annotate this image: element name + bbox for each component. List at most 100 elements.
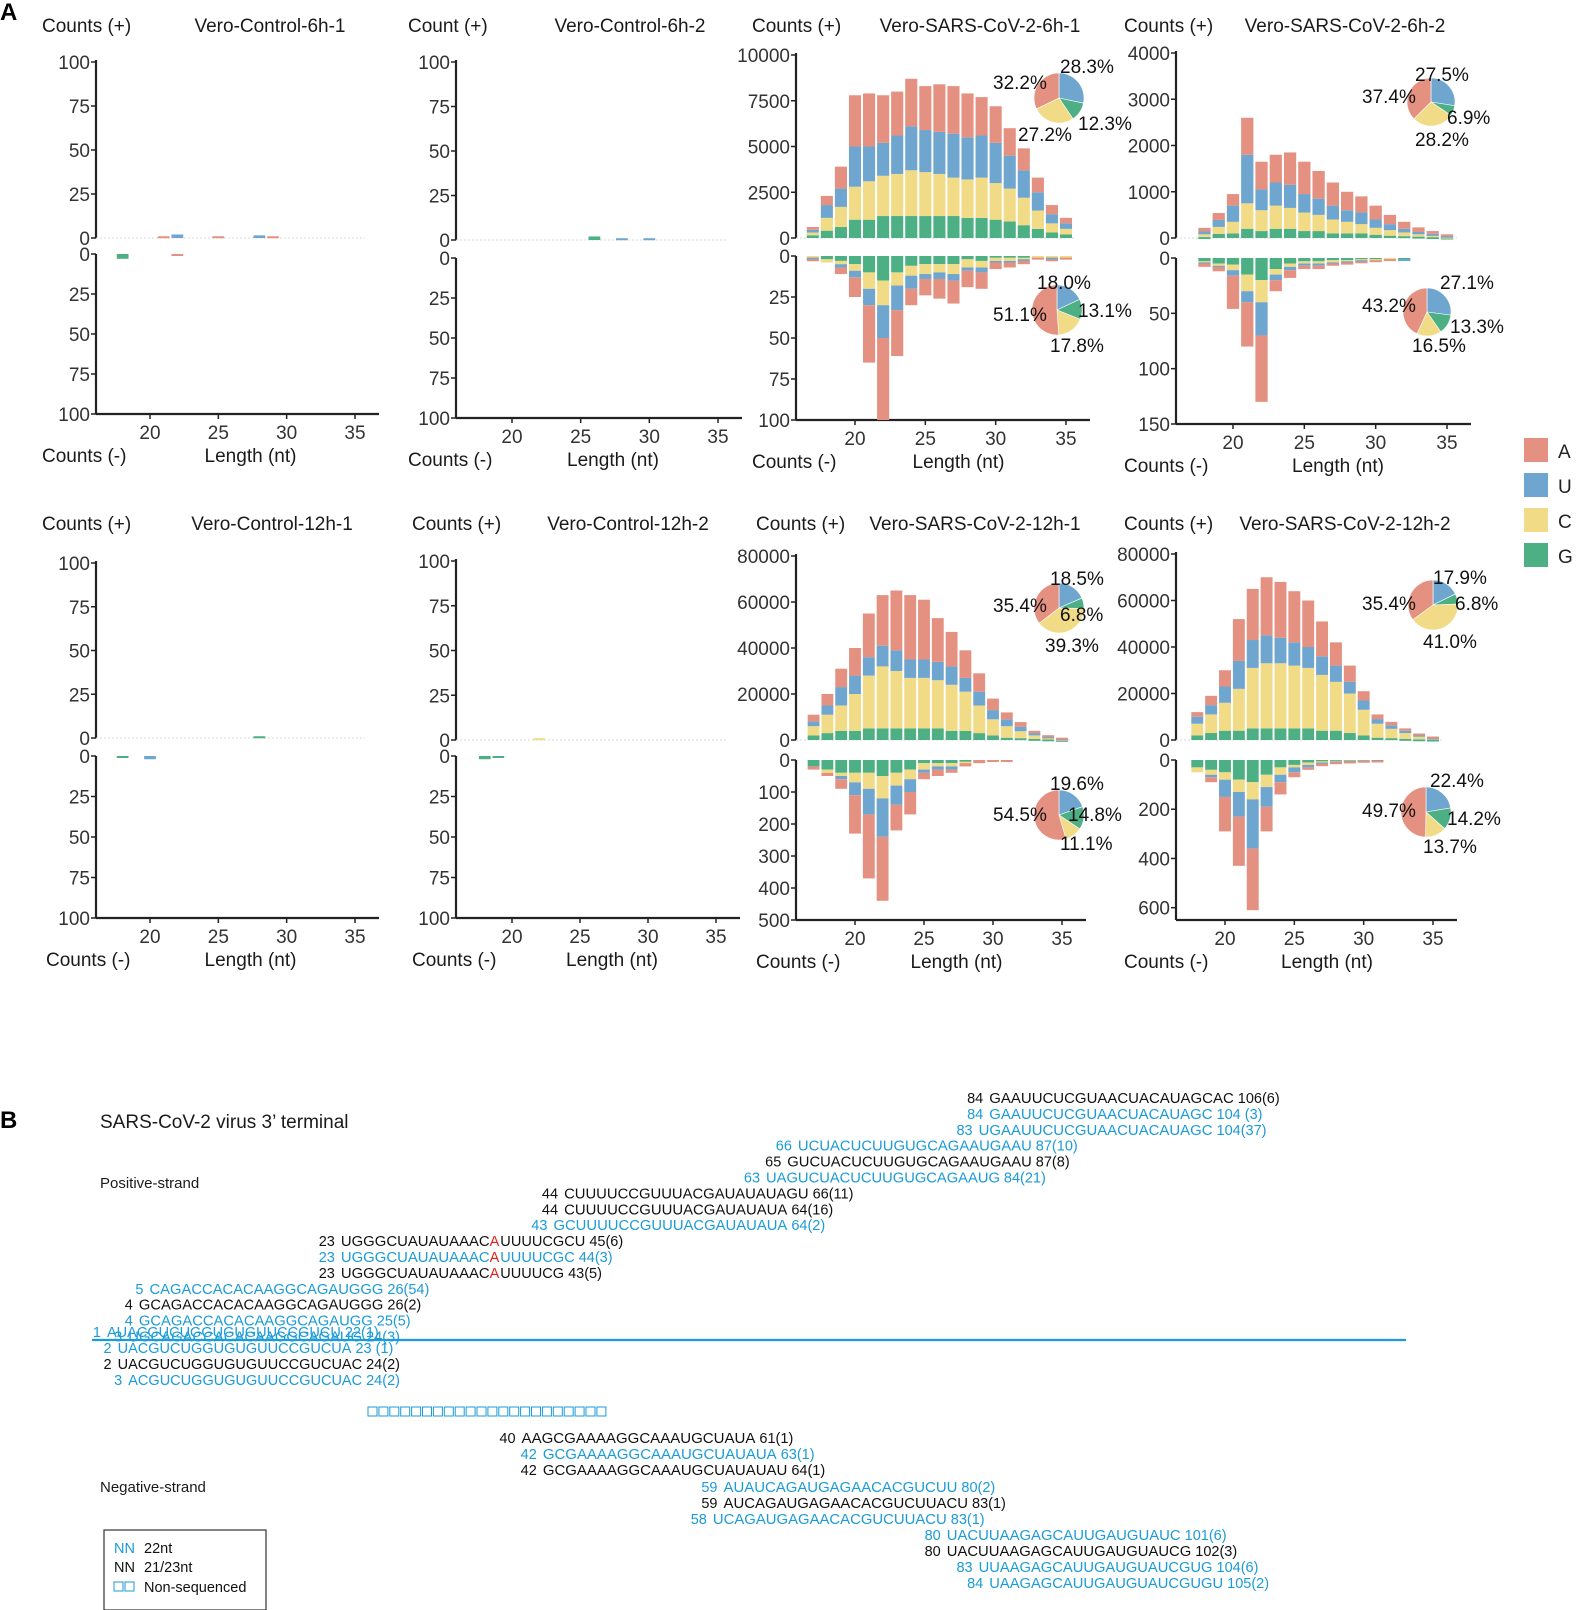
pie-label-a: 54.5%: [993, 805, 1047, 826]
neg-tick-label: 25: [429, 788, 450, 809]
bar-segment-A: [1440, 234, 1454, 237]
neg-axis-label: Counts (-): [756, 952, 840, 973]
bar-segment-C: [1219, 772, 1231, 780]
bar-segment-U: [1241, 154, 1254, 204]
neg-tick-label: 400: [1138, 849, 1170, 870]
bar-segment-G: [1298, 258, 1311, 262]
neg-tick-label: 100: [58, 405, 90, 426]
bar-segment-U: [1232, 792, 1245, 817]
bar-segment-U: [904, 779, 917, 792]
bar-segment-G: [1269, 258, 1282, 270]
read-start: 40: [499, 1431, 519, 1447]
bar-segment-A: [987, 698, 999, 711]
read-sequence: UGGGCUAUAUAAAC: [341, 1266, 490, 1282]
bar-segment-G: [876, 728, 889, 740]
bar-segment-A: [890, 590, 903, 651]
bar-segment-A: [1260, 806, 1273, 832]
bar-segment-G: [848, 256, 862, 265]
pie-slice-U: [1425, 786, 1452, 813]
read-end: 23 (1): [355, 1341, 393, 1357]
bar-segment-U: [1028, 733, 1041, 736]
x-axis-title: Length (nt): [911, 952, 1003, 973]
bar-segment-C: [1326, 260, 1340, 263]
read-sequence: CAGACCACACAAGGCAGAUGGG: [150, 1282, 384, 1298]
pie-label-c: 17.8%: [1050, 336, 1104, 357]
bar-segment-C: [1045, 223, 1058, 233]
bar-segment-C: [947, 264, 960, 275]
legend-swatch-U: [1524, 473, 1548, 497]
bar-segment-U: [1326, 205, 1340, 220]
bar-segment-C: [820, 259, 833, 263]
bar-segment-G: [848, 219, 862, 238]
x-tick-label: 35: [705, 927, 726, 948]
bar-segment-G: [116, 756, 129, 758]
bar-segment-G: [1260, 760, 1273, 775]
bar-segment-A: [945, 769, 958, 773]
bar-segment-C: [945, 763, 958, 767]
bar-segment-G: [588, 236, 601, 240]
bar-segment-G: [1241, 228, 1254, 238]
bar-segment-A: [1355, 261, 1368, 264]
bar-segment-A: [905, 78, 918, 127]
legend-label-A: A: [1558, 442, 1571, 463]
bar-segment-A: [1302, 767, 1315, 770]
bar-segment-G: [975, 256, 988, 261]
read-mismatch: A: [490, 1266, 500, 1282]
bar-segment-G: [945, 760, 958, 764]
pos-axis-label: Counts (+): [756, 514, 845, 535]
pie-neg-chart: 43.2% 27.1% 13.3%16.5%: [1362, 273, 1504, 357]
bar-segment-U: [1003, 155, 1016, 189]
bar-segment-A: [1241, 302, 1254, 347]
bar-segment-C: [1017, 257, 1030, 260]
read-start: 23: [319, 1250, 339, 1266]
pie-pos-chart: 32.2% 28.3% 12.3% 27.2%: [993, 57, 1132, 146]
bar-segment-U: [1316, 762, 1329, 765]
bar-segment-U: [1426, 233, 1439, 236]
bar-segment-A: [1357, 760, 1370, 763]
bar-segment-U: [848, 270, 862, 278]
bar-segment-U: [1274, 774, 1287, 783]
bar-segment-G: [807, 760, 820, 767]
bar-segment-U: [918, 659, 930, 678]
bar-segment-G: [877, 216, 890, 238]
bar-segment-G: [1412, 236, 1425, 239]
bar-segment-A: [1232, 816, 1245, 866]
pos-tick-label: 100: [418, 552, 450, 573]
read-end: 84(21): [1004, 1171, 1046, 1187]
read-start: 42: [521, 1463, 541, 1479]
bar-segment-A: [1212, 213, 1225, 220]
non-sequenced-box: [585, 1406, 596, 1417]
bar-segment-U: [1017, 170, 1030, 198]
pie-label-g: 12.3%: [1078, 114, 1132, 135]
x-axis-title: Length (nt): [1292, 456, 1384, 477]
bar-segment-G: [849, 760, 861, 773]
bar-segment-U: [933, 131, 946, 174]
neg-tick-label: 0: [439, 747, 450, 768]
bar-segment-U: [891, 135, 904, 174]
bar-segment-A: [1426, 231, 1439, 234]
bar-segment-A: [1312, 265, 1325, 270]
bar-segment-C: [862, 772, 875, 789]
read-sequence: GUCUACUCUUGUGCAGAAUGAAU: [787, 1155, 1031, 1171]
read-start: 2: [104, 1341, 116, 1357]
neg-tick-label: 75: [69, 365, 90, 386]
bar-segment-C: [1045, 256, 1058, 258]
read-start: 3: [114, 1330, 126, 1346]
bar-segment-U: [1255, 189, 1268, 211]
bar-segment-A: [1312, 170, 1325, 199]
x-tick-label: 25: [570, 427, 591, 448]
bar-segment-C: [931, 763, 944, 767]
neg-tick-label: 75: [429, 869, 450, 890]
bar-segment-C: [877, 175, 890, 217]
bar-segment-A: [1288, 591, 1301, 643]
legend-frame: [103, 1529, 267, 1610]
bar-segment-G: [947, 256, 960, 265]
bar-segment-U: [1226, 205, 1240, 222]
bar-segment-C: [918, 677, 930, 729]
negative-read-1: 2 UACGUCUGGUGUGUUCCGUCUA 23 (1): [104, 1341, 394, 1357]
bar-segment-C: [834, 260, 847, 265]
non-sequenced-box: [520, 1406, 531, 1417]
bar-segment-A: [1340, 191, 1354, 211]
bar-segment-G: [1326, 233, 1340, 238]
neg-tick-label: 0: [779, 751, 790, 772]
